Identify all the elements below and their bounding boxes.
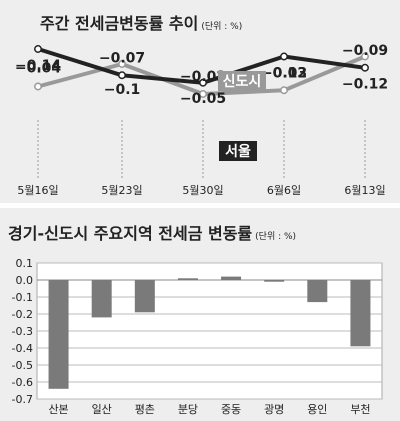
data-label-newtown: −0.03 bbox=[261, 65, 307, 81]
line-chart-unit: (단위 : %) bbox=[201, 22, 243, 32]
line-chart: −0.04−0.1−0.02 −0.03−0.12−0.14 −0.07−0.05−… bbox=[15, 43, 388, 197]
line-chart-title: 주간 전세금변동률 추이 (단위 : %) bbox=[40, 14, 243, 33]
y-tick-label: -0.7 bbox=[12, 393, 33, 406]
point-seoul bbox=[361, 63, 369, 72]
bar-chart: 0.1 0.0 -0.1 -0.2 -0.3 -0.4 -0.5 -0.6 -0.7 산본 일산 평촌… bbox=[12, 257, 383, 416]
bar-chart-title: 경기-신도시 주요지역 전세금 변동률 (단위 : %) bbox=[8, 224, 297, 243]
data-label-newtown: −0.1 bbox=[104, 82, 141, 98]
data-label-seoul: −0.07 bbox=[99, 50, 145, 66]
x-tick-label: 평촌 bbox=[135, 403, 155, 416]
x-tick-label: 분당 bbox=[178, 403, 198, 416]
bar bbox=[177, 278, 198, 280]
x-tick-label: 5월23일 bbox=[101, 183, 142, 197]
x-tick-label: 5월30일 bbox=[182, 183, 223, 197]
bar bbox=[134, 280, 155, 313]
series-label-newtown: 신도시 bbox=[223, 74, 262, 90]
y-tick-label: -0.2 bbox=[12, 308, 33, 321]
series-label-bg-newtown bbox=[218, 71, 266, 91]
y-tick-label: -0.1 bbox=[12, 291, 33, 304]
series-label-bg-seoul bbox=[219, 141, 257, 161]
bar-chart-unit: (단위 : %) bbox=[255, 232, 297, 242]
point-newtown bbox=[361, 52, 369, 61]
line-chart-panel: 주간 전세금변동률 추이 (단위 : %) −0.04 −0.1 −0.02 −0.03… bbox=[0, 0, 400, 203]
bar bbox=[48, 280, 69, 389]
x-tick-label: 중동 bbox=[221, 403, 241, 416]
point-seoul bbox=[34, 45, 42, 53]
data-label-seoul: −0.12 bbox=[261, 66, 307, 82]
x-tick-label: 부천 bbox=[350, 402, 370, 416]
data-label-seoul: −0.14 bbox=[15, 58, 62, 74]
y-tick-label: 0.0 bbox=[16, 274, 34, 287]
point-newtown bbox=[199, 90, 207, 98]
point-newtown bbox=[118, 60, 126, 68]
data-label-newtown: −0.04 bbox=[15, 61, 62, 77]
x-tick-label: 6월13일 bbox=[344, 183, 385, 197]
x-tick-label: 광명 bbox=[264, 403, 284, 416]
x-tick-label: 용인 bbox=[307, 403, 327, 416]
point-seoul bbox=[199, 78, 207, 87]
series-label-seoul: 서울 bbox=[225, 143, 251, 160]
data-label-newtown: −0.12 bbox=[342, 77, 388, 93]
point-seoul bbox=[280, 52, 288, 61]
y-tick-label: 0.1 bbox=[16, 257, 34, 270]
bar-chart-panel: 경기-신도시 주요지역 전세금 변동률 (단위 : %) 0.1 0.0 -0.1 -0… bbox=[0, 208, 400, 421]
bar bbox=[307, 280, 328, 303]
point-newtown bbox=[34, 82, 42, 91]
x-tick-label: 산본 bbox=[48, 403, 68, 416]
y-tick-label: -0.5 bbox=[12, 359, 33, 372]
y-tick-label: -0.6 bbox=[12, 376, 33, 389]
bar bbox=[264, 280, 285, 282]
bar bbox=[91, 280, 112, 318]
y-tick-label: -0.4 bbox=[12, 342, 33, 355]
point-seoul bbox=[118, 71, 126, 80]
x-tick-label: 6월6일 bbox=[267, 183, 301, 197]
bar bbox=[221, 276, 242, 280]
data-label-seoul: −0.05 bbox=[180, 91, 226, 107]
point-newtown bbox=[280, 86, 288, 95]
x-tick-label: 5월16일 bbox=[17, 183, 58, 197]
y-tick-label: -0.3 bbox=[12, 325, 33, 338]
data-label-seoul: −0.09 bbox=[342, 43, 388, 59]
bar bbox=[350, 280, 371, 347]
data-label-newtown: −0.02 bbox=[180, 69, 226, 85]
x-tick-label: 일산 bbox=[92, 402, 112, 416]
